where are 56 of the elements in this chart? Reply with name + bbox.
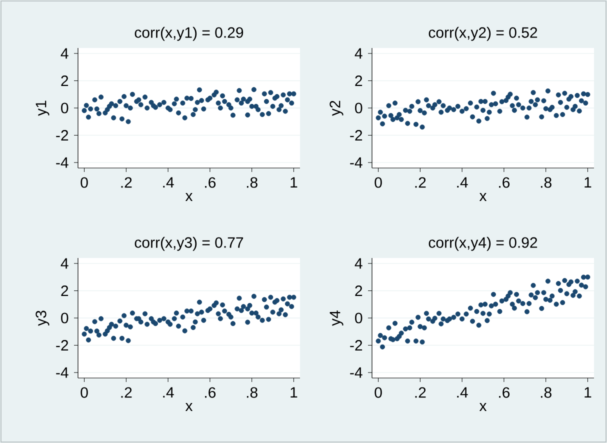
x-tick-label: .6 — [205, 387, 216, 398]
x-tick-label: .2 — [415, 387, 426, 398]
y-tick-label: 0 — [61, 312, 68, 324]
x-tick-label: .4 — [457, 177, 468, 188]
x-axis-title: x — [185, 193, 193, 201]
y-tick-label: -4 — [350, 157, 362, 168]
chart-title: corr(x,y2) = 0.52 — [428, 26, 538, 41]
x-axis-title: x — [479, 193, 487, 201]
y-tick-label: 0 — [355, 312, 362, 324]
y-tick-label: 0 — [355, 102, 362, 114]
y-tick-label: 2 — [355, 285, 362, 296]
y-tick-label: -4 — [350, 367, 362, 378]
x-tick-label: .6 — [205, 177, 216, 188]
y-axis-title: y1 — [36, 100, 50, 116]
y-tick-label: -2 — [350, 130, 362, 141]
chart-title: corr(x,y4) = 0.92 — [428, 236, 538, 251]
x-tick-label: .2 — [121, 387, 132, 398]
y-tick-label: 4 — [354, 48, 362, 59]
x-tick-label: 0 — [80, 387, 88, 398]
x-tick-label: .8 — [246, 387, 258, 398]
chart-title: corr(x,y3) = 0.77 — [134, 236, 244, 251]
x-axis-title: x — [185, 403, 193, 411]
x-tick-label: .8 — [246, 177, 258, 188]
x-tick-label: .2 — [121, 177, 132, 188]
x-tick-label: 1 — [584, 177, 592, 188]
y-tick-label: 4 — [60, 258, 68, 269]
y-tick-label: 2 — [61, 75, 68, 86]
y-axis-title: y3 — [36, 310, 50, 326]
x-tick-label: 0 — [374, 387, 382, 398]
y-tick-label: -4 — [56, 367, 68, 378]
y-tick-label: -2 — [350, 340, 362, 351]
x-tick-label: .4 — [163, 177, 174, 188]
y-axis-title: y2 — [330, 100, 344, 116]
x-tick-label: .6 — [499, 387, 510, 398]
x-tick-label: 0 — [80, 177, 88, 188]
y-tick-label: 4 — [60, 48, 68, 59]
x-tick-label: 1 — [290, 177, 298, 188]
x-tick-label: .4 — [457, 387, 468, 398]
y-tick-label: 4 — [354, 258, 362, 269]
y-tick-label: 2 — [61, 285, 68, 296]
x-axis-title: x — [479, 403, 487, 411]
chart-title: corr(x,y1) = 0.29 — [134, 26, 244, 41]
y-axis-title: y4 — [330, 310, 344, 326]
x-tick-label: .4 — [163, 387, 174, 398]
x-tick-label: 1 — [290, 387, 298, 398]
y-tick-label: -2 — [56, 340, 68, 351]
y-tick-label: -2 — [56, 130, 68, 141]
x-tick-label: .6 — [499, 177, 510, 188]
x-tick-label: 1 — [584, 387, 592, 398]
y-tick-label: 0 — [61, 102, 68, 114]
x-tick-label: .8 — [540, 387, 552, 398]
x-tick-label: .8 — [540, 177, 552, 188]
y-tick-label: -4 — [56, 157, 68, 168]
x-tick-label: .2 — [415, 177, 426, 188]
y-tick-label: 2 — [355, 75, 362, 86]
x-tick-label: 0 — [374, 177, 382, 188]
